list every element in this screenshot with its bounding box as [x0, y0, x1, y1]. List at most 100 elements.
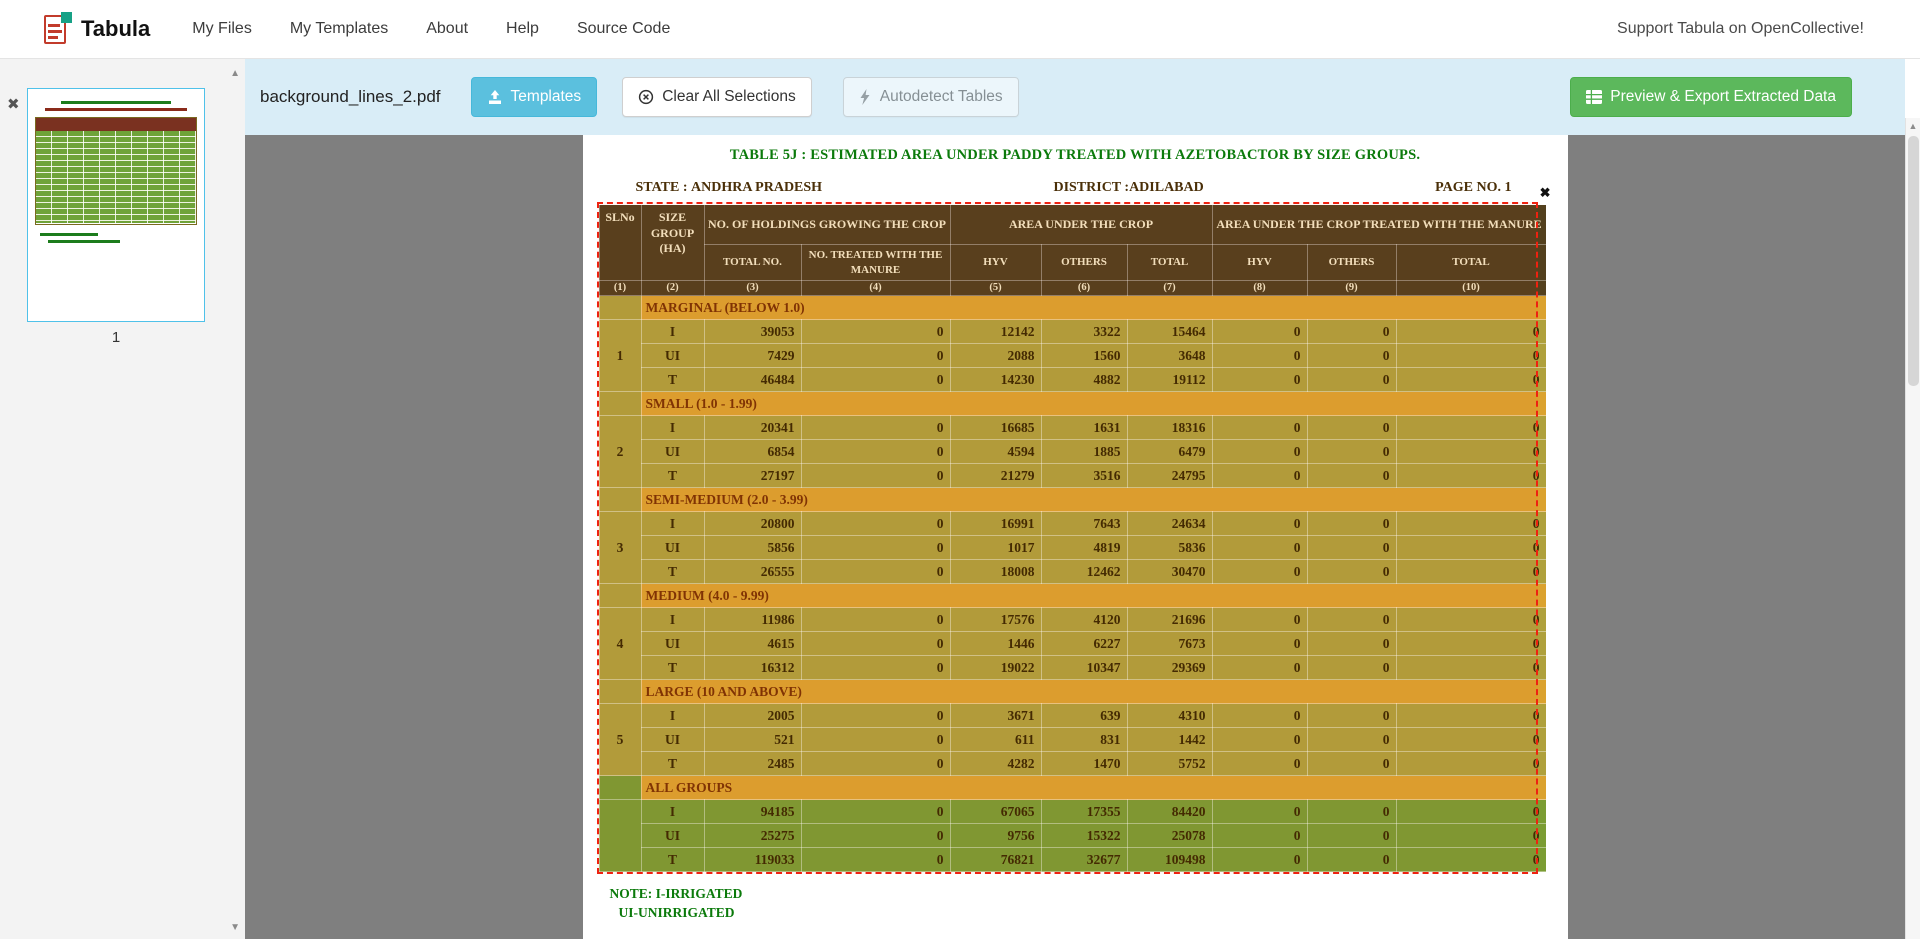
- table-cell: 6479: [1126, 439, 1213, 464]
- nav-item-about[interactable]: About: [426, 20, 469, 37]
- group-label-cell: ALL GROUPS: [640, 775, 1547, 800]
- scrollbar-up-icon[interactable]: ▲: [1908, 121, 1918, 131]
- document-viewport: TABLE 5J : ESTIMATED AREA UNDER PADDY TR…: [245, 135, 1905, 939]
- tabula-logo-icon: [44, 12, 72, 46]
- close-icon[interactable]: ✖: [7, 96, 20, 113]
- autodetect-tables-button[interactable]: Autodetect Tables: [842, 77, 1019, 117]
- table-cell: 4882: [1040, 367, 1128, 392]
- table-cell: 19112: [1126, 367, 1213, 392]
- remove-circle-icon: [638, 89, 654, 105]
- table-cell: 5856: [703, 535, 802, 560]
- table-cell: 1: [598, 319, 642, 392]
- table-cell: 7643: [1040, 511, 1128, 536]
- table-cell: 15464: [1126, 319, 1213, 344]
- pdf-state: STATE : ANDHRA PRADESH: [635, 180, 823, 195]
- table-cell: 4: [598, 607, 642, 680]
- col-number: (9): [1306, 280, 1397, 296]
- table-cell: 4615: [703, 631, 802, 656]
- table-cell: 0: [1395, 559, 1547, 584]
- sidebar-scroll-down-icon[interactable]: ▼: [230, 922, 240, 933]
- table-cell: [598, 679, 642, 704]
- nav-item-help[interactable]: Help: [506, 20, 539, 37]
- table-cell: 3516: [1040, 463, 1128, 488]
- col-number: (2): [640, 280, 705, 296]
- table-cell: 18008: [949, 559, 1042, 584]
- header-total-no: TOTAL NO.: [703, 244, 802, 281]
- table-cell: 0: [800, 751, 951, 776]
- table-cell: 0: [1306, 631, 1397, 656]
- table-cell: 0: [1306, 607, 1397, 632]
- nav-item-my-templates[interactable]: My Templates: [289, 20, 389, 37]
- table-cell: I: [640, 511, 705, 536]
- table-cell: 0: [800, 415, 951, 440]
- support-link[interactable]: Support Tabula on OpenCollective!: [1617, 20, 1864, 37]
- page-thumbnail[interactable]: [27, 88, 205, 322]
- table-cell: 639: [1040, 703, 1128, 728]
- thumbnail-table-body: [36, 131, 196, 223]
- table-cell: 16991: [949, 511, 1042, 536]
- nav-item-my-files[interactable]: My Files: [192, 20, 252, 37]
- table-cell: I: [640, 415, 705, 440]
- table-cell: 21696: [1126, 607, 1213, 632]
- header-no-treated: NO. TREATED WITH THE MANURE: [800, 244, 951, 281]
- clear-all-selections-button[interactable]: Clear All Selections: [622, 77, 812, 117]
- pdf-note-line-2: UI-UNIRRIGATED: [618, 905, 735, 920]
- header-holdings-group: NO. OF HOLDINGS GROWING THE CROP: [703, 204, 951, 245]
- col-number: (1): [598, 280, 642, 296]
- sidebar-scroll-up-icon[interactable]: ▲: [230, 68, 240, 79]
- table-cell: 0: [800, 367, 951, 392]
- templates-button[interactable]: Templates: [470, 77, 598, 117]
- table-cell: 0: [1211, 463, 1308, 488]
- selection-remove-icon[interactable]: ✖: [1539, 185, 1551, 200]
- thumbnail-wrap: 1: [27, 88, 205, 346]
- table-cell: 1442: [1126, 727, 1213, 752]
- nav-links: My Files My Templates About Help Source …: [192, 20, 708, 38]
- table-cell: 611: [949, 727, 1042, 752]
- header-others-1: OTHERS: [1040, 244, 1128, 281]
- table-cell: 119033: [703, 847, 802, 872]
- table-cell: 76821: [949, 847, 1042, 872]
- table-cell: 2005: [703, 703, 802, 728]
- scrollbar-thumb[interactable]: [1908, 136, 1919, 386]
- preview-export-button[interactable]: Preview & Export Extracted Data: [1570, 77, 1852, 117]
- extracted-table: SLNo SIZE GROUP (HA) NO. OF HOLDINGS GRO…: [598, 204, 1547, 872]
- pdf-note-line-1: NOTE: I-IRRIGATED: [609, 886, 743, 901]
- clear-all-selections-label: Clear All Selections: [662, 88, 796, 105]
- table-cell: 67065: [949, 799, 1042, 824]
- table-cell: 0: [1306, 655, 1397, 680]
- table-cell: 32677: [1040, 847, 1128, 872]
- table-cell: T: [640, 655, 705, 680]
- brand-home-link[interactable]: Tabula: [44, 12, 150, 46]
- header-area-treated-group: AREA UNDER THE CROP TREATED WITH THE MAN…: [1211, 204, 1547, 245]
- group-label-cell: MEDIUM (4.0 - 9.99): [640, 583, 1547, 608]
- page-thumbnail-sidebar: ✖ ▲ ▼ 1: [0, 59, 245, 939]
- window-scrollbar[interactable]: ▲ ▼: [1905, 118, 1920, 939]
- table-cell: 25275: [703, 823, 802, 848]
- table-cell: 94185: [703, 799, 802, 824]
- table-cell: 0: [1306, 727, 1397, 752]
- table-cell: 0: [1306, 511, 1397, 536]
- autodetect-tables-label: Autodetect Tables: [879, 88, 1003, 105]
- top-navbar: Tabula My Files My Templates About Help …: [0, 0, 1920, 59]
- group-label-cell: SEMI-MEDIUM (2.0 - 3.99): [640, 487, 1547, 512]
- thumbnail-table-header: [36, 118, 196, 131]
- nav-item-source-code[interactable]: Source Code: [576, 20, 671, 37]
- selection-box[interactable]: [596, 202, 1538, 874]
- table-cell: 0: [800, 535, 951, 560]
- table-cell: 0: [1211, 823, 1308, 848]
- brand-title: Tabula: [81, 16, 151, 41]
- table-cell: 0: [1211, 535, 1308, 560]
- table-cell: 0: [1211, 415, 1308, 440]
- table-cell: 10347: [1040, 655, 1128, 680]
- pdf-page-no: PAGE NO. 1: [1435, 180, 1512, 195]
- table-cell: 14230: [949, 367, 1042, 392]
- table-cell: 0: [800, 559, 951, 584]
- table-cell: 17355: [1040, 799, 1128, 824]
- table-cell: 0: [1395, 847, 1547, 872]
- table-cell: [598, 487, 642, 512]
- table-cell: 0: [1306, 799, 1397, 824]
- table-cell: UI: [640, 535, 705, 560]
- header-area-group: AREA UNDER THE CROP: [949, 204, 1213, 245]
- templates-button-label: Templates: [510, 88, 582, 105]
- table-cell: [598, 775, 642, 800]
